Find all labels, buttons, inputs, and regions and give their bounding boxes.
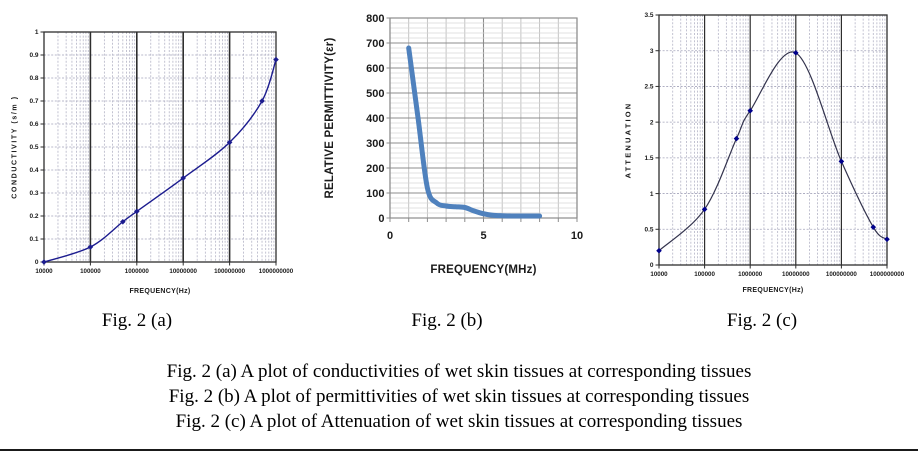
svg-text:0.9: 0.9 — [29, 52, 38, 59]
svg-text:0: 0 — [378, 213, 384, 225]
data-series-line — [43, 58, 277, 263]
svg-text:0: 0 — [387, 230, 393, 242]
panel-caption-a: Fig. 2 (a) — [101, 310, 173, 331]
panel-caption-b: Fig. 2 (b) — [411, 310, 483, 331]
bottom-divider-line — [0, 449, 918, 451]
plot-border — [658, 14, 888, 266]
description-line-a: Fig. 2 (a) A plot of conductivities of w… — [166, 361, 752, 382]
svg-text:0.1: 0.1 — [29, 236, 38, 243]
svg-text:1: 1 — [650, 191, 654, 198]
svg-text:0.4: 0.4 — [29, 167, 38, 174]
svg-text:0.7: 0.7 — [29, 98, 38, 105]
description-line-b: Fig. 2 (b) A plot of permittivities of w… — [168, 386, 750, 407]
svg-text:1000000: 1000000 — [738, 271, 763, 278]
svg-text:0: 0 — [35, 259, 39, 266]
chart-panel-attenuation: 0 0.5 1 1.5 2 2.5 3 3.5 10000 100000 1000000 100000… — [615, 0, 918, 300]
svg-text:0.3: 0.3 — [29, 190, 38, 197]
data-series-line — [406, 45, 543, 219]
x-axis-title-frequency-b: FREQUENCY(MHz) — [430, 264, 537, 276]
chart-panel-permittivity: 0 100 200 300 400 500 600 700 800 0 5 10 RELATIVE P… — [305, 0, 605, 300]
gridlines — [44, 32, 276, 262]
svg-text:2: 2 — [650, 119, 654, 126]
svg-text:100000000: 100000000 — [214, 268, 246, 275]
y-axis-title-conductivity: CONDUCTIVITY (s/m ) — [11, 95, 19, 199]
data-series-line — [658, 51, 888, 252]
svg-text:1.5: 1.5 — [644, 155, 653, 162]
svg-text:0.5: 0.5 — [644, 226, 653, 233]
svg-text:10: 10 — [571, 230, 583, 242]
panel-caption-c: Fig. 2 (c) — [726, 310, 798, 331]
svg-text:3: 3 — [650, 48, 654, 55]
svg-text:10000: 10000 — [650, 271, 668, 278]
svg-text:300: 300 — [366, 138, 384, 150]
svg-text:400: 400 — [366, 113, 384, 125]
svg-text:500: 500 — [366, 88, 384, 100]
y-axis-title-attenuation: ATTENUATION — [623, 101, 633, 179]
svg-text:0.5: 0.5 — [29, 144, 38, 151]
svg-text:3.5: 3.5 — [644, 12, 653, 19]
permittivity-chart-plot: 0 100 200 300 400 500 600 700 800 0 5 10 — [366, 13, 583, 242]
svg-text:10000: 10000 — [35, 268, 53, 275]
svg-text:100000: 100000 — [694, 271, 715, 278]
description-line-c: Fig. 2 (c) A plot of Attenuation of wet … — [175, 411, 743, 432]
axis-ticks-and-labels: 0 100 200 300 400 500 600 700 800 0 5 10 — [366, 13, 583, 242]
svg-text:100000: 100000 — [80, 268, 101, 275]
attenuation-chart-plot: 0 0.5 1 1.5 2 2.5 3 3.5 10000 100000 1000000 100000… — [644, 12, 904, 278]
svg-text:5: 5 — [480, 230, 486, 242]
x-axis-title-frequency-c: FREQUENCY(Hz) — [742, 287, 804, 294]
svg-text:1000000000: 1000000000 — [870, 271, 905, 278]
svg-text:1000000000: 1000000000 — [259, 268, 294, 275]
svg-text:100000000: 100000000 — [826, 271, 858, 278]
svg-text:10000000: 10000000 — [169, 268, 197, 275]
figure-description-block: Fig. 2 (a) A plot of conductivities of w… — [0, 359, 918, 434]
svg-text:800: 800 — [366, 13, 384, 25]
svg-text:1: 1 — [35, 29, 39, 36]
svg-text:10000000: 10000000 — [782, 271, 810, 278]
svg-text:200: 200 — [366, 163, 384, 175]
gridlines — [659, 15, 887, 265]
conductivity-chart-plot: 0 0.1 0.2 0.3 0.4 0.5 0.6 0.7 0.8 0.9 1 10000 100000… — [29, 29, 293, 275]
svg-text:600: 600 — [366, 63, 384, 75]
data-point-markers — [41, 56, 279, 265]
axis-ticks-and-labels: 0 0.5 1 1.5 2 2.5 3 3.5 10000 100000 1000000 100000… — [644, 12, 904, 278]
svg-text:0.8: 0.8 — [29, 75, 38, 82]
chart-panel-conductivity: 0 0.1 0.2 0.3 0.4 0.5 0.6 0.7 0.8 0.9 1 10000 100000… — [4, 6, 300, 306]
svg-text:100: 100 — [366, 188, 384, 200]
x-axis-title-frequency-a: FREQUENCY(Hz) — [129, 288, 191, 295]
y-axis-title-permittivity: RELATIVE PERMITTIVITY(εr) — [324, 37, 336, 199]
svg-text:1000000: 1000000 — [125, 268, 150, 275]
svg-text:700: 700 — [366, 38, 384, 50]
svg-text:0.6: 0.6 — [29, 121, 38, 128]
svg-text:2.5: 2.5 — [644, 84, 653, 91]
svg-text:0.2: 0.2 — [29, 213, 38, 220]
axis-ticks-and-labels: 0 0.1 0.2 0.3 0.4 0.5 0.6 0.7 0.8 0.9 1 10000 100000… — [29, 29, 293, 275]
svg-text:0: 0 — [650, 262, 654, 269]
